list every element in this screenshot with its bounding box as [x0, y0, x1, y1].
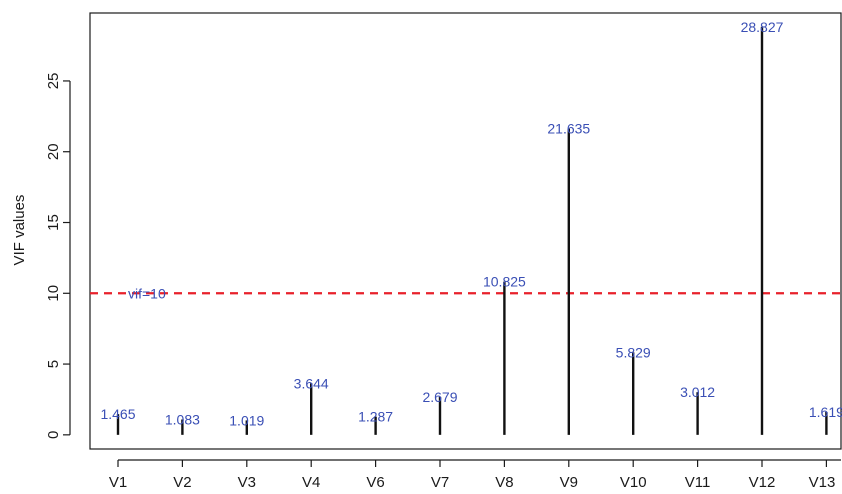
data-label-v11: 3.012 — [680, 384, 715, 400]
x-tick-label-v4: V4 — [302, 474, 320, 491]
x-tick-label-v6: V6 — [366, 474, 384, 491]
x-tick-label-v8: V8 — [495, 474, 513, 491]
data-label-v7: 2.679 — [422, 389, 457, 405]
y-tick-label-0: 0 — [45, 431, 62, 439]
data-label-v13: 1.619 — [809, 404, 842, 420]
x-tick-label-v1: V1 — [109, 474, 127, 491]
data-label-v10: 5.829 — [616, 344, 651, 360]
y-tick-label-25: 25 — [45, 73, 62, 90]
data-label-v2: 1.083 — [165, 412, 200, 428]
y-tick-label-5: 5 — [45, 360, 62, 368]
x-tick-label-v2: V2 — [173, 474, 191, 491]
y-tick-label-10: 10 — [45, 285, 62, 302]
x-tick-label-v7: V7 — [431, 474, 449, 491]
y-tick-label-20: 20 — [45, 143, 62, 160]
x-tick-label-v9: V9 — [560, 474, 578, 491]
data-label-v6: 1.287 — [358, 409, 393, 425]
data-label-v12: 28.827 — [741, 19, 784, 35]
data-label-v4: 3.644 — [294, 375, 329, 391]
reference-line-label: vif=10 — [128, 285, 166, 301]
data-label-v3: 1.019 — [229, 412, 264, 428]
plot-frame — [89, 12, 842, 450]
data-label-v9: 21.635 — [547, 121, 590, 137]
x-tick-label-v13: V13 — [809, 474, 836, 491]
x-tick-label-v10: V10 — [620, 474, 647, 491]
y-axis-title: VIF values — [11, 195, 28, 266]
x-tick-label-v3: V3 — [238, 474, 256, 491]
data-label-v8: 10.825 — [483, 274, 526, 290]
data-label-v1: 1.465 — [100, 406, 135, 422]
y-tick-label-15: 15 — [45, 214, 62, 231]
x-tick-label-v12: V12 — [749, 474, 776, 491]
x-tick-label-v11: V11 — [685, 474, 711, 491]
